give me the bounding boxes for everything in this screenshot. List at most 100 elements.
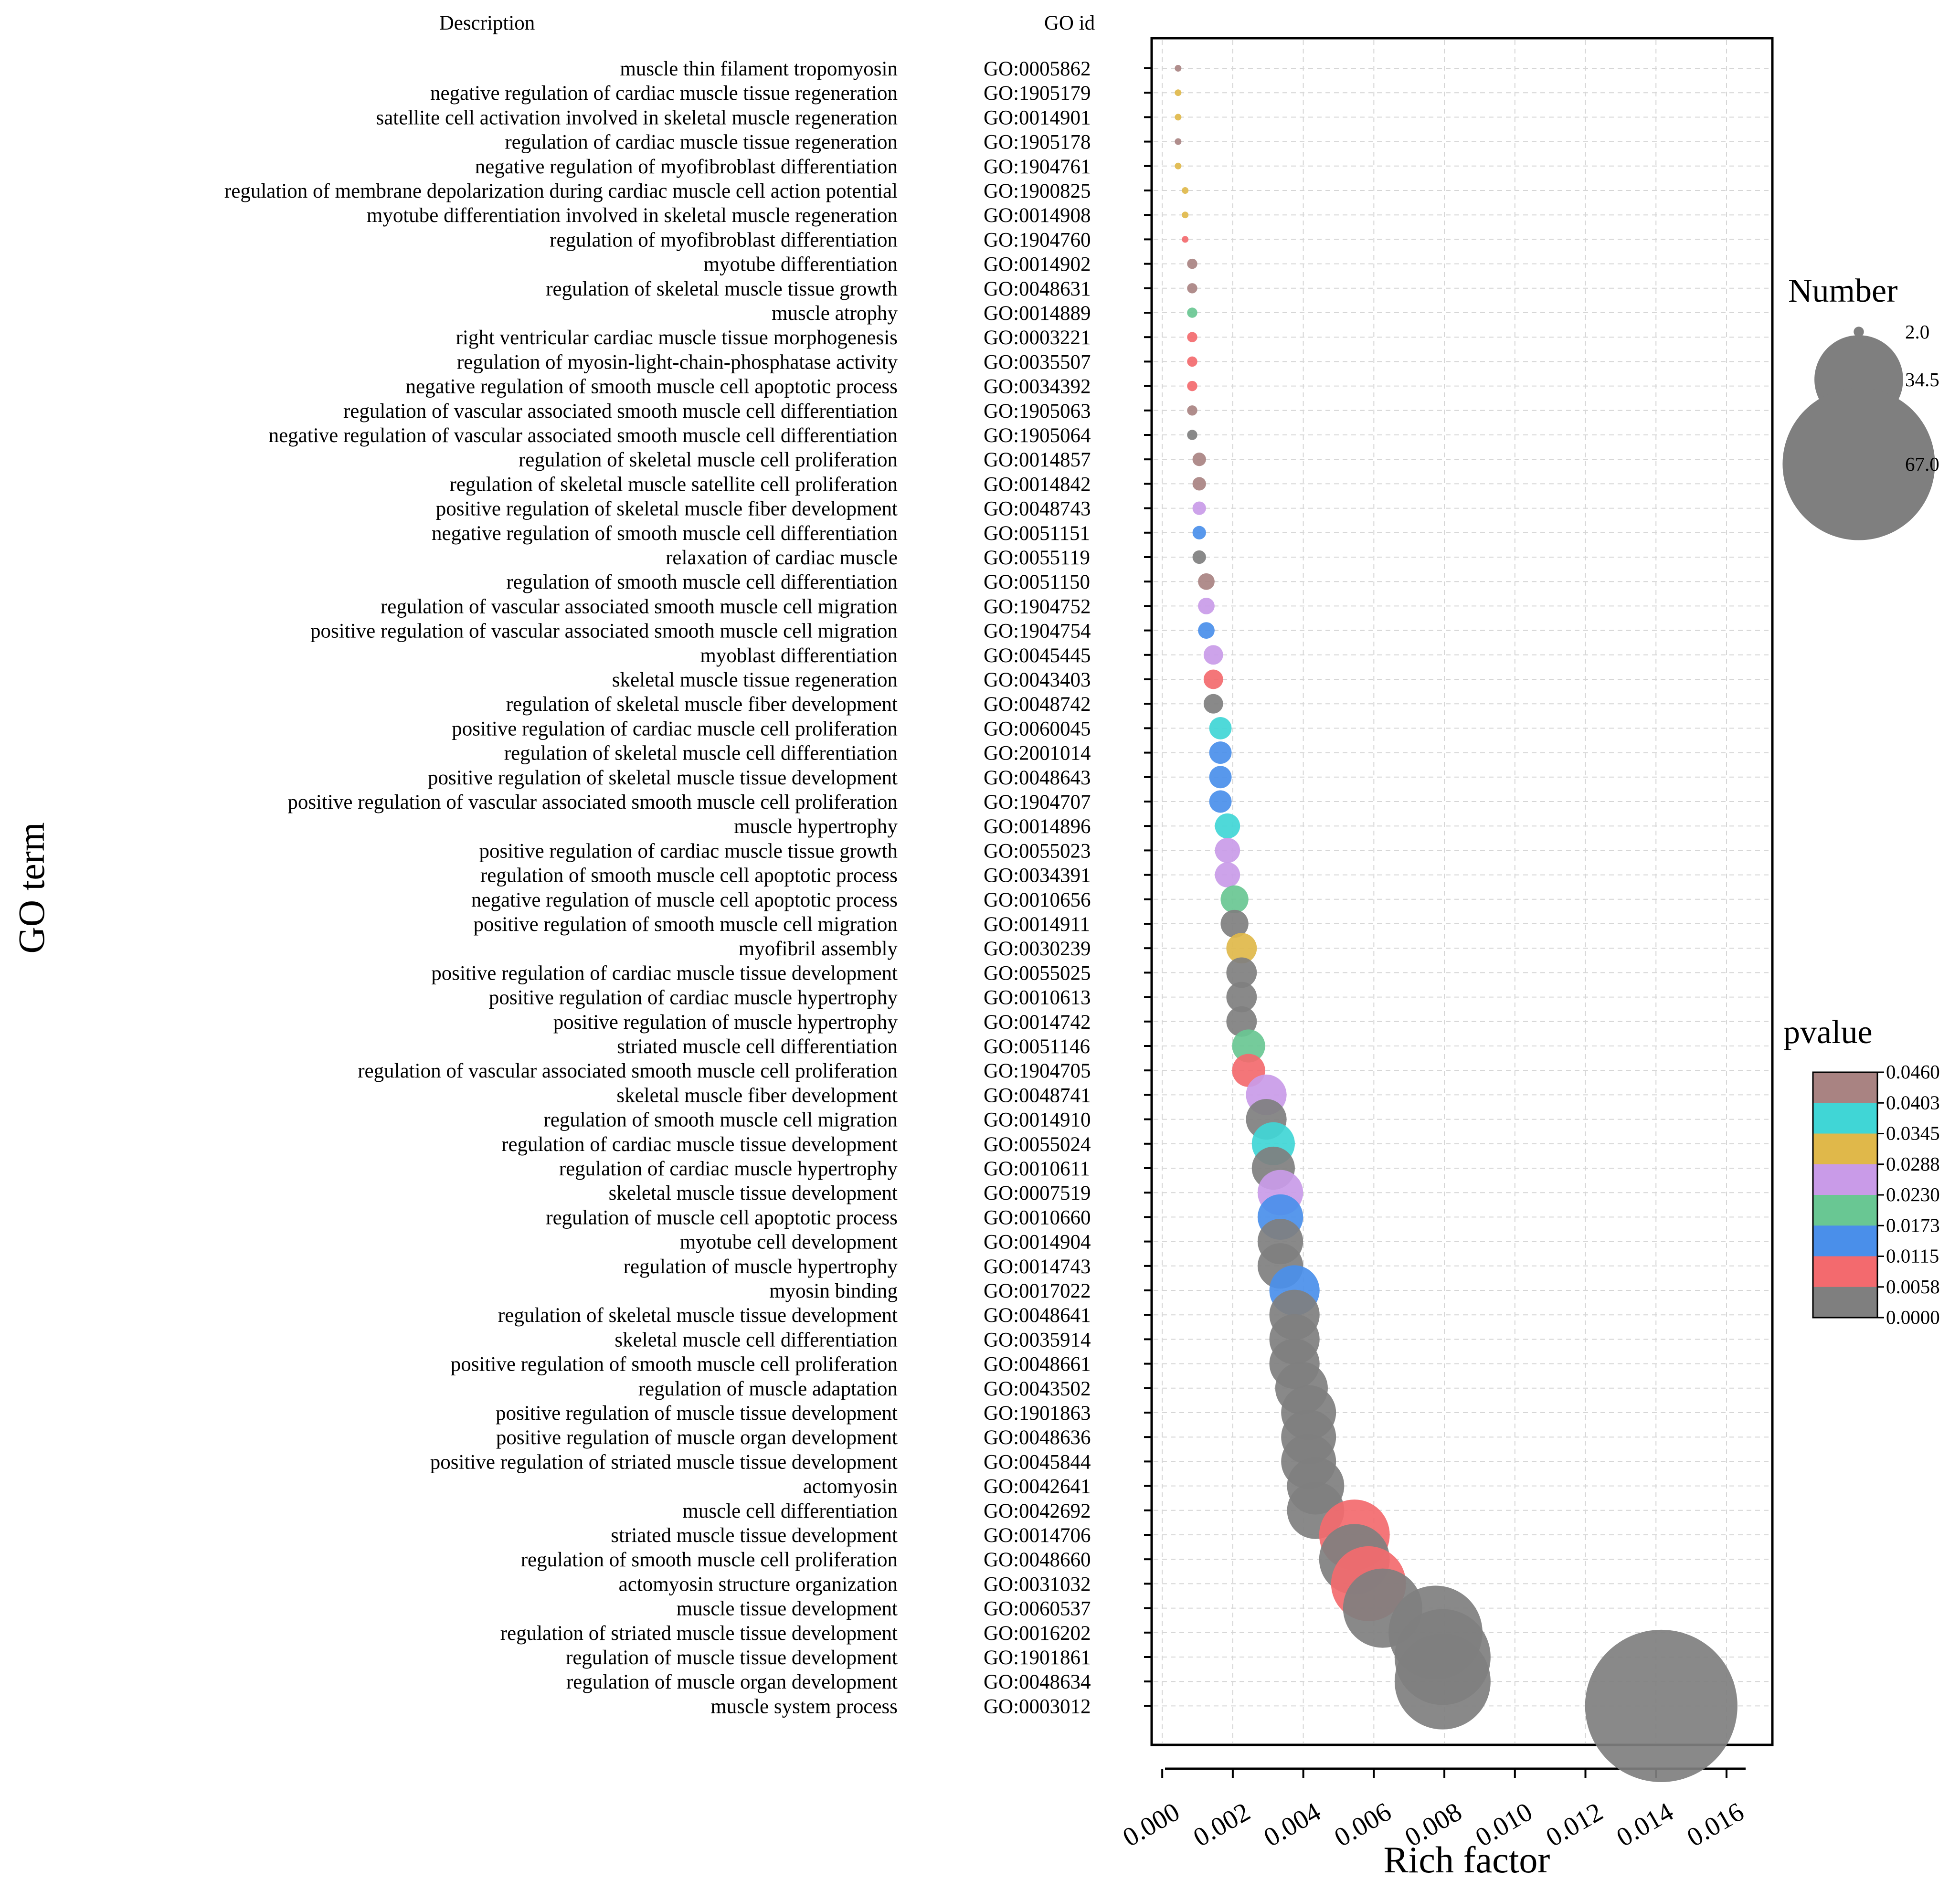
term-go-id: GO:0035914 — [984, 1329, 1091, 1351]
data-point — [1226, 933, 1257, 964]
data-point — [1175, 65, 1182, 72]
y-axis-title: GO term — [11, 822, 52, 953]
data-point — [1203, 645, 1223, 665]
term-go-id: GO:0014901 — [984, 106, 1091, 129]
term-go-id: GO:0048643 — [984, 767, 1091, 789]
term-go-id: GO:1901861 — [984, 1647, 1091, 1669]
data-point — [1175, 138, 1182, 145]
data-point — [1182, 187, 1189, 194]
color-legend-label: 0.0460 — [1886, 1061, 1940, 1083]
term-description: myofibril assembly — [739, 938, 898, 960]
term-description: positive regulation of striated muscle t… — [430, 1451, 898, 1473]
data-point — [1175, 162, 1182, 169]
term-go-id: GO:0016202 — [984, 1622, 1091, 1645]
term-description: regulation of myofibroblast differentiat… — [550, 229, 898, 251]
x-axis-title: Rich factor — [1384, 1839, 1550, 1880]
term-go-id: GO:0017022 — [984, 1280, 1091, 1302]
size-legend-label: 2.0 — [1905, 321, 1929, 343]
size-legend-circle — [1854, 327, 1864, 337]
term-go-id: GO:2001014 — [984, 742, 1091, 765]
term-description: positive regulation of skeletal muscle t… — [428, 767, 898, 789]
data-point — [1192, 453, 1206, 466]
term-go-id: GO:1901863 — [984, 1402, 1091, 1425]
term-go-id: GO:0010656 — [984, 889, 1091, 911]
color-legend-swatch — [1813, 1195, 1877, 1226]
term-description: regulation of smooth muscle cell apoptot… — [480, 865, 898, 887]
term-description: regulation of muscle organ development — [566, 1671, 898, 1693]
color-legend-label: 0.0058 — [1886, 1276, 1940, 1298]
color-legend-swatch — [1813, 1103, 1877, 1134]
term-go-id: GO:0055025 — [984, 962, 1091, 984]
term-go-id: GO:0014908 — [984, 204, 1091, 227]
term-description: regulation of striated muscle tissue dev… — [500, 1622, 898, 1645]
term-go-id: GO:0048634 — [984, 1671, 1091, 1693]
term-description: regulation of smooth muscle cell prolife… — [521, 1549, 898, 1571]
term-go-id: GO:0048741 — [984, 1084, 1091, 1107]
data-point — [1175, 89, 1182, 96]
term-go-id: GO:0010613 — [984, 987, 1091, 1009]
term-go-id: GO:0014857 — [984, 449, 1091, 471]
go-id-header: GO id — [1044, 12, 1095, 34]
term-go-id: GO:0007519 — [984, 1182, 1091, 1204]
term-go-id: GO:0014742 — [984, 1011, 1091, 1034]
data-point — [1209, 766, 1232, 789]
term-description: striated muscle tissue development — [611, 1524, 898, 1547]
data-point — [1187, 356, 1197, 367]
term-go-id: GO:0014896 — [984, 815, 1091, 838]
data-point — [1187, 430, 1197, 440]
data-point — [1192, 550, 1206, 564]
color-legend-label: 0.0000 — [1886, 1306, 1940, 1328]
data-points — [1175, 65, 1738, 1782]
data-point — [1215, 813, 1240, 839]
term-description: positive regulation of vascular associat… — [287, 791, 898, 813]
description-header: Description — [439, 12, 535, 34]
size-legend-label: 34.5 — [1905, 369, 1939, 391]
term-description: regulation of skeletal muscle cell proli… — [519, 449, 898, 471]
data-point — [1203, 669, 1223, 689]
term-go-id: GO:1905178 — [984, 131, 1091, 154]
x-tick-label: 0.004 — [1259, 1797, 1326, 1853]
term-description: myoblast differentiation — [700, 644, 898, 667]
data-point — [1187, 380, 1197, 391]
term-description: regulation of skeletal muscle cell diffe… — [504, 742, 898, 765]
data-point — [1209, 741, 1232, 764]
term-go-id: GO:0014706 — [984, 1524, 1091, 1547]
term-go-id: GO:0048743 — [984, 498, 1091, 520]
term-description: negative regulation of smooth muscle cel… — [432, 522, 898, 545]
term-go-id: GO:0048641 — [984, 1304, 1091, 1327]
term-go-id: GO:0010611 — [984, 1158, 1090, 1180]
term-description: satellite cell activation involved in sk… — [376, 106, 898, 129]
term-description: negative regulation of smooth muscle cel… — [405, 376, 898, 398]
term-go-id: GO:0005862 — [984, 58, 1091, 80]
x-tick-label: 0.016 — [1682, 1797, 1749, 1853]
term-go-id: GO:0048631 — [984, 278, 1091, 300]
term-description: right ventricular cardiac muscle tissue … — [456, 327, 898, 349]
term-description: myotube differentiation — [704, 253, 898, 276]
term-go-id: GO:0031032 — [984, 1573, 1091, 1595]
term-go-id: GO:0003221 — [984, 327, 1091, 349]
color-legend-label: 0.0403 — [1886, 1091, 1940, 1113]
size-legend: Number 2.0 34.5 67.0 — [1782, 273, 1939, 540]
term-description: positive regulation of smooth muscle cel… — [474, 913, 898, 936]
term-description: muscle tissue development — [677, 1598, 898, 1620]
term-go-id: GO:0048636 — [984, 1426, 1091, 1449]
data-point — [1182, 236, 1189, 243]
term-description: positive regulation of muscle tissue dev… — [496, 1402, 898, 1425]
term-go-id: GO:0048742 — [984, 693, 1091, 716]
term-description: muscle hypertrophy — [734, 815, 898, 838]
color-legend-swatch — [1813, 1072, 1877, 1103]
term-description: striated muscle cell differentiation — [617, 1035, 898, 1058]
data-point — [1192, 526, 1206, 539]
term-description: skeletal muscle tissue development — [609, 1182, 898, 1204]
term-description: muscle system process — [710, 1695, 898, 1718]
term-go-id: GO:0043403 — [984, 669, 1091, 691]
term-go-id: GO:0010660 — [984, 1206, 1091, 1229]
term-description: regulation of vascular associated smooth… — [358, 1060, 898, 1082]
x-tick-label: 0.000 — [1118, 1797, 1185, 1853]
term-go-id: GO:0051150 — [984, 571, 1090, 593]
term-description: regulation of skeletal muscle tissue dev… — [498, 1304, 898, 1327]
term-description: negative regulation of vascular associat… — [269, 424, 898, 447]
term-go-id: GO:0048660 — [984, 1549, 1091, 1571]
data-point — [1226, 957, 1257, 988]
term-description: skeletal muscle tissue regeneration — [612, 669, 898, 691]
